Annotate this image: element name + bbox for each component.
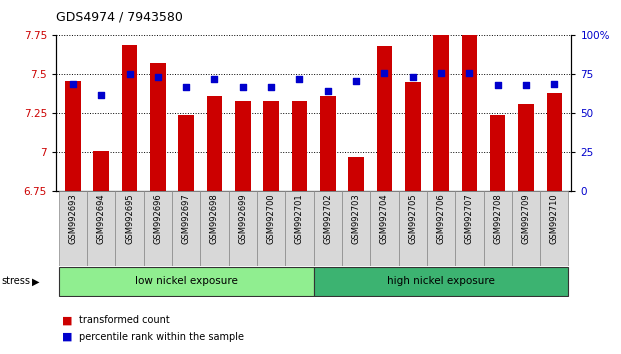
Text: GSM992694: GSM992694 [97,193,106,244]
Text: GSM992696: GSM992696 [153,193,162,244]
Point [294,76,304,82]
Bar [376,46,392,191]
Bar [433,35,449,191]
Text: ■: ■ [62,332,73,342]
Bar [172,191,201,266]
Text: GSM992703: GSM992703 [351,193,361,244]
Point [521,82,531,88]
Text: stress: stress [1,276,30,286]
Point [408,75,418,80]
Bar [59,267,314,296]
Bar [342,191,370,266]
Bar [122,45,137,191]
Text: ■: ■ [62,315,73,325]
Text: percentile rank within the sample: percentile rank within the sample [79,332,245,342]
Point [153,75,163,80]
Text: GSM992693: GSM992693 [68,193,78,244]
Bar [518,104,534,191]
Bar [370,191,399,266]
Bar [399,191,427,266]
Point [266,84,276,90]
Point [68,81,78,86]
Bar [201,191,229,266]
Bar [65,81,81,191]
Text: GSM992698: GSM992698 [210,193,219,244]
Bar [455,191,484,266]
Bar [116,191,143,266]
Text: GSM992704: GSM992704 [380,193,389,244]
Point [492,82,502,88]
Point [209,76,219,82]
Text: high nickel exposure: high nickel exposure [387,276,495,286]
Bar [285,191,314,266]
Point [379,70,389,76]
Bar [320,96,335,191]
Text: GSM992700: GSM992700 [266,193,276,244]
Text: GSM992697: GSM992697 [182,193,191,244]
Bar [461,34,477,191]
Bar [207,96,222,191]
Bar [178,115,194,191]
Point [323,88,333,94]
Bar [405,82,420,191]
Bar [93,151,109,191]
Bar [540,191,568,266]
Bar [143,191,172,266]
Bar [229,191,257,266]
Text: GSM992702: GSM992702 [324,193,332,244]
Point [436,70,446,76]
Text: GSM992705: GSM992705 [408,193,417,244]
Bar [348,157,364,191]
Text: GDS4974 / 7943580: GDS4974 / 7943580 [56,10,183,23]
Point [351,78,361,84]
Text: GSM992701: GSM992701 [295,193,304,244]
Bar [87,191,116,266]
Text: GSM992709: GSM992709 [522,193,530,244]
Bar [490,115,505,191]
Text: GSM992708: GSM992708 [493,193,502,244]
Point [96,92,106,97]
Bar [512,191,540,266]
Bar [427,191,455,266]
Text: transformed count: transformed count [79,315,170,325]
Text: GSM992706: GSM992706 [437,193,445,244]
Text: ▶: ▶ [32,276,40,286]
Text: low nickel exposure: low nickel exposure [135,276,238,286]
Text: GSM992695: GSM992695 [125,193,134,244]
Bar [59,191,87,266]
Bar [257,191,285,266]
Bar [314,191,342,266]
Text: GSM992710: GSM992710 [550,193,559,244]
Point [238,84,248,90]
Bar [292,101,307,191]
Point [550,81,560,86]
Bar [314,267,568,296]
Bar [235,101,251,191]
Bar [484,191,512,266]
Point [465,70,474,76]
Point [181,84,191,90]
Bar [263,101,279,191]
Bar [150,63,166,191]
Point [125,72,135,77]
Text: GSM992699: GSM992699 [238,193,247,244]
Text: GSM992707: GSM992707 [465,193,474,244]
Bar [546,93,562,191]
